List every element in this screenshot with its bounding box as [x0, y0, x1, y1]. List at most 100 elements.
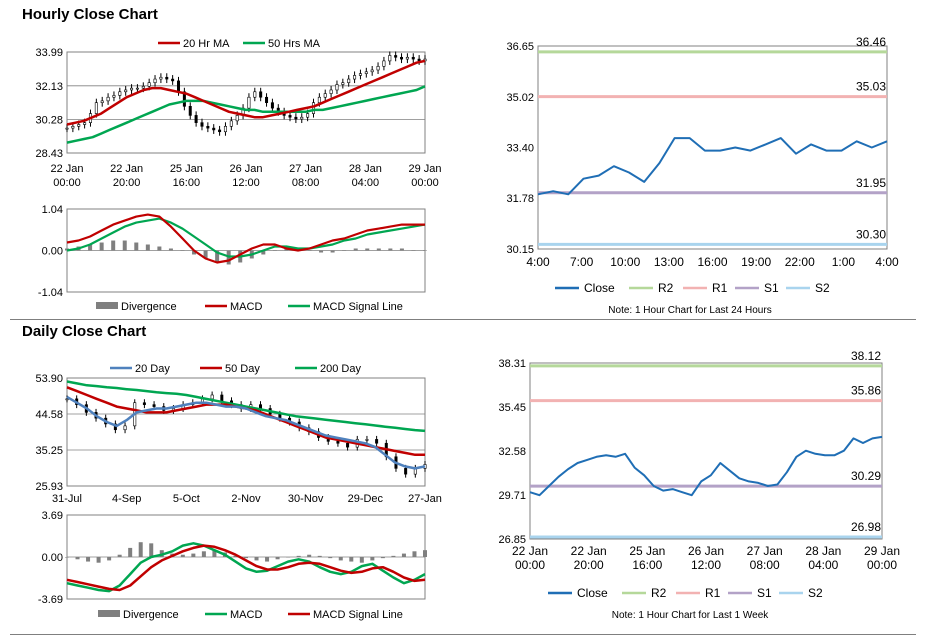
hourly-price-candle-body — [259, 91, 263, 98]
hourly-macd-divergence-bar — [399, 248, 404, 251]
daily-pivots-legend-label: R1 — [705, 586, 721, 600]
daily-macd-y-tick: 0.00 — [42, 552, 63, 564]
daily-pivots-y-tick: 29.71 — [498, 490, 526, 502]
hourly-price-candle-body — [106, 96, 110, 102]
daily-price-candle-body — [346, 442, 350, 448]
daily-macd-divergence-bar — [180, 554, 185, 557]
hourly-macd-divergence-bar — [342, 250, 347, 251]
hourly-price-candle-body — [135, 87, 139, 90]
daily-pivots-x-tick: 16:00 — [632, 558, 662, 572]
hourly-price-candle-body — [329, 89, 333, 94]
hourly-price-x-tick: 28 Jan — [349, 163, 382, 175]
hourly-macd-divergence-bar — [180, 250, 185, 251]
hourly-price-candle-body — [194, 115, 198, 123]
hourly-price-x-tick: 08:00 — [292, 177, 320, 189]
daily-price-x-tick: 30-Nov — [288, 493, 324, 505]
hourly-macd-divergence-bar — [365, 248, 370, 251]
hourly-pivots-y-tick: 36.65 — [506, 41, 534, 53]
daily-macd-divergence-bar — [149, 543, 154, 557]
hourly-price-candle-body — [159, 76, 163, 80]
daily-pivots-x-tick: 26 Jan — [688, 544, 724, 558]
hourly-pivots-x-tick: 1:00 — [832, 255, 856, 269]
daily-macd-divergence-bar — [117, 554, 122, 557]
hourly-section-title: Hourly Close Chart — [22, 6, 158, 23]
hourly-pivots-x-tick: 22:00 — [785, 255, 815, 269]
hourly-price-x-tick: 00:00 — [411, 177, 439, 189]
hourly-price-x-tick: 16:00 — [173, 177, 201, 189]
daily-price-candle-body — [142, 402, 146, 405]
hourly-price-candle-body — [153, 78, 157, 83]
hourly-macd-divergence-bar — [134, 242, 139, 251]
daily-price-candle-body — [220, 394, 224, 402]
hourly-macd-divergence-bar — [192, 250, 197, 255]
hourly-price-candle-body — [417, 58, 421, 62]
hourly-macd-divergence-bar — [168, 248, 173, 251]
hourly-pivots-x-tick: 4:00 — [526, 255, 550, 269]
hourly-macd-legend-label: MACD Signal Line — [313, 301, 403, 313]
daily-macd-divergence-bar — [391, 555, 396, 557]
hourly-pivots-level-r2-label: 36.46 — [856, 35, 886, 49]
daily-macd-divergence-bar — [244, 557, 248, 559]
daily-macd-legend-label: MACD — [230, 609, 262, 621]
daily-pivots-level-r2-label: 38.12 — [851, 349, 881, 363]
hourly-pivots-x-tick: 13:00 — [654, 255, 684, 269]
daily-macd-line — [66, 542, 426, 593]
daily-pivots-x-tick: 22 Jan — [512, 544, 548, 558]
daily-price-candle-body — [65, 398, 69, 401]
daily-pivots-y-tick: 35.45 — [498, 402, 526, 414]
hourly-macd-line — [66, 213, 425, 264]
hourly-price-candle-body — [200, 122, 204, 127]
daily-price-x-tick: 31-Jul — [52, 493, 82, 505]
hourly-price-candle-body — [382, 60, 386, 67]
daily-macd-legend-swatch — [98, 610, 120, 617]
daily-pivots-x-tick: 04:00 — [808, 558, 838, 572]
daily-macd-signal-line — [66, 544, 426, 592]
bottom-divider — [10, 634, 916, 635]
daily-macd-divergence-bar — [254, 557, 259, 561]
hourly-macd-y-tick: -1.04 — [38, 287, 63, 299]
hourly-macd-divergence-bar — [330, 250, 335, 253]
hourly-price-x-tick: 12:00 — [232, 177, 260, 189]
hourly-price-ma20-line — [66, 59, 426, 126]
daily-macd-divergence-bar — [317, 555, 322, 557]
hourly-price-frame — [66, 51, 426, 154]
hourly-pivots-x-tick: 10:00 — [610, 255, 640, 269]
daily-pivots-frame — [529, 362, 883, 540]
daily-macd-divergence-bar — [328, 557, 333, 559]
daily-macd-divergence-bar — [75, 557, 80, 560]
hourly-price-x-tick: 04:00 — [352, 177, 380, 189]
hourly-price-x-tick: 26 Jan — [229, 163, 262, 175]
hourly-price-ma50-line — [66, 85, 426, 144]
hourly-macd-signal-line — [66, 217, 426, 258]
daily-macd-divergence-bar — [201, 551, 206, 557]
daily-pivots-x-tick: 28 Jan — [805, 544, 841, 558]
hourly-price-candle-body — [394, 55, 398, 58]
hourly-price-candle-body — [141, 86, 145, 89]
daily-pivots-level-r1-label: 35.86 — [851, 384, 881, 398]
hourly-price-candle-body — [218, 129, 222, 133]
hourly-macd-divergence-bar — [272, 250, 277, 251]
hourly-macd-divergence-bar — [122, 240, 127, 251]
hourly-price-candle-body — [65, 127, 69, 130]
hourly-macd-divergence-bar — [157, 246, 162, 251]
hourly-pivots-legend-label: S2 — [815, 281, 830, 295]
hourly-price-candle-body — [405, 56, 409, 60]
hourly-price-candle-body — [229, 120, 233, 127]
hourly-macd-divergence-bar — [111, 240, 116, 251]
daily-pivots-legend-label: Close — [577, 586, 608, 600]
hourly-price-candle-body — [411, 56, 415, 60]
daily-macd-divergence-bar — [96, 557, 101, 563]
daily-price-candle-body — [336, 441, 340, 444]
daily-pivots-y-tick: 32.58 — [498, 446, 526, 458]
daily-macd-divergence-bar — [307, 554, 312, 557]
daily-pivots-level-s2-label: 26.98 — [851, 520, 881, 534]
hourly-price-candle-body — [358, 73, 362, 76]
hourly-price-candle-body — [370, 69, 374, 73]
hourly-macd-divergence-bar — [388, 248, 393, 251]
hourly-price-candle-body — [124, 89, 128, 93]
hourly-price-candle-body — [171, 78, 175, 82]
hourly-macd-divergence-bar — [411, 250, 416, 251]
hourly-macd-divergence-bar — [203, 250, 208, 259]
section-divider — [10, 319, 916, 320]
hourly-price-candle-body — [323, 93, 327, 98]
